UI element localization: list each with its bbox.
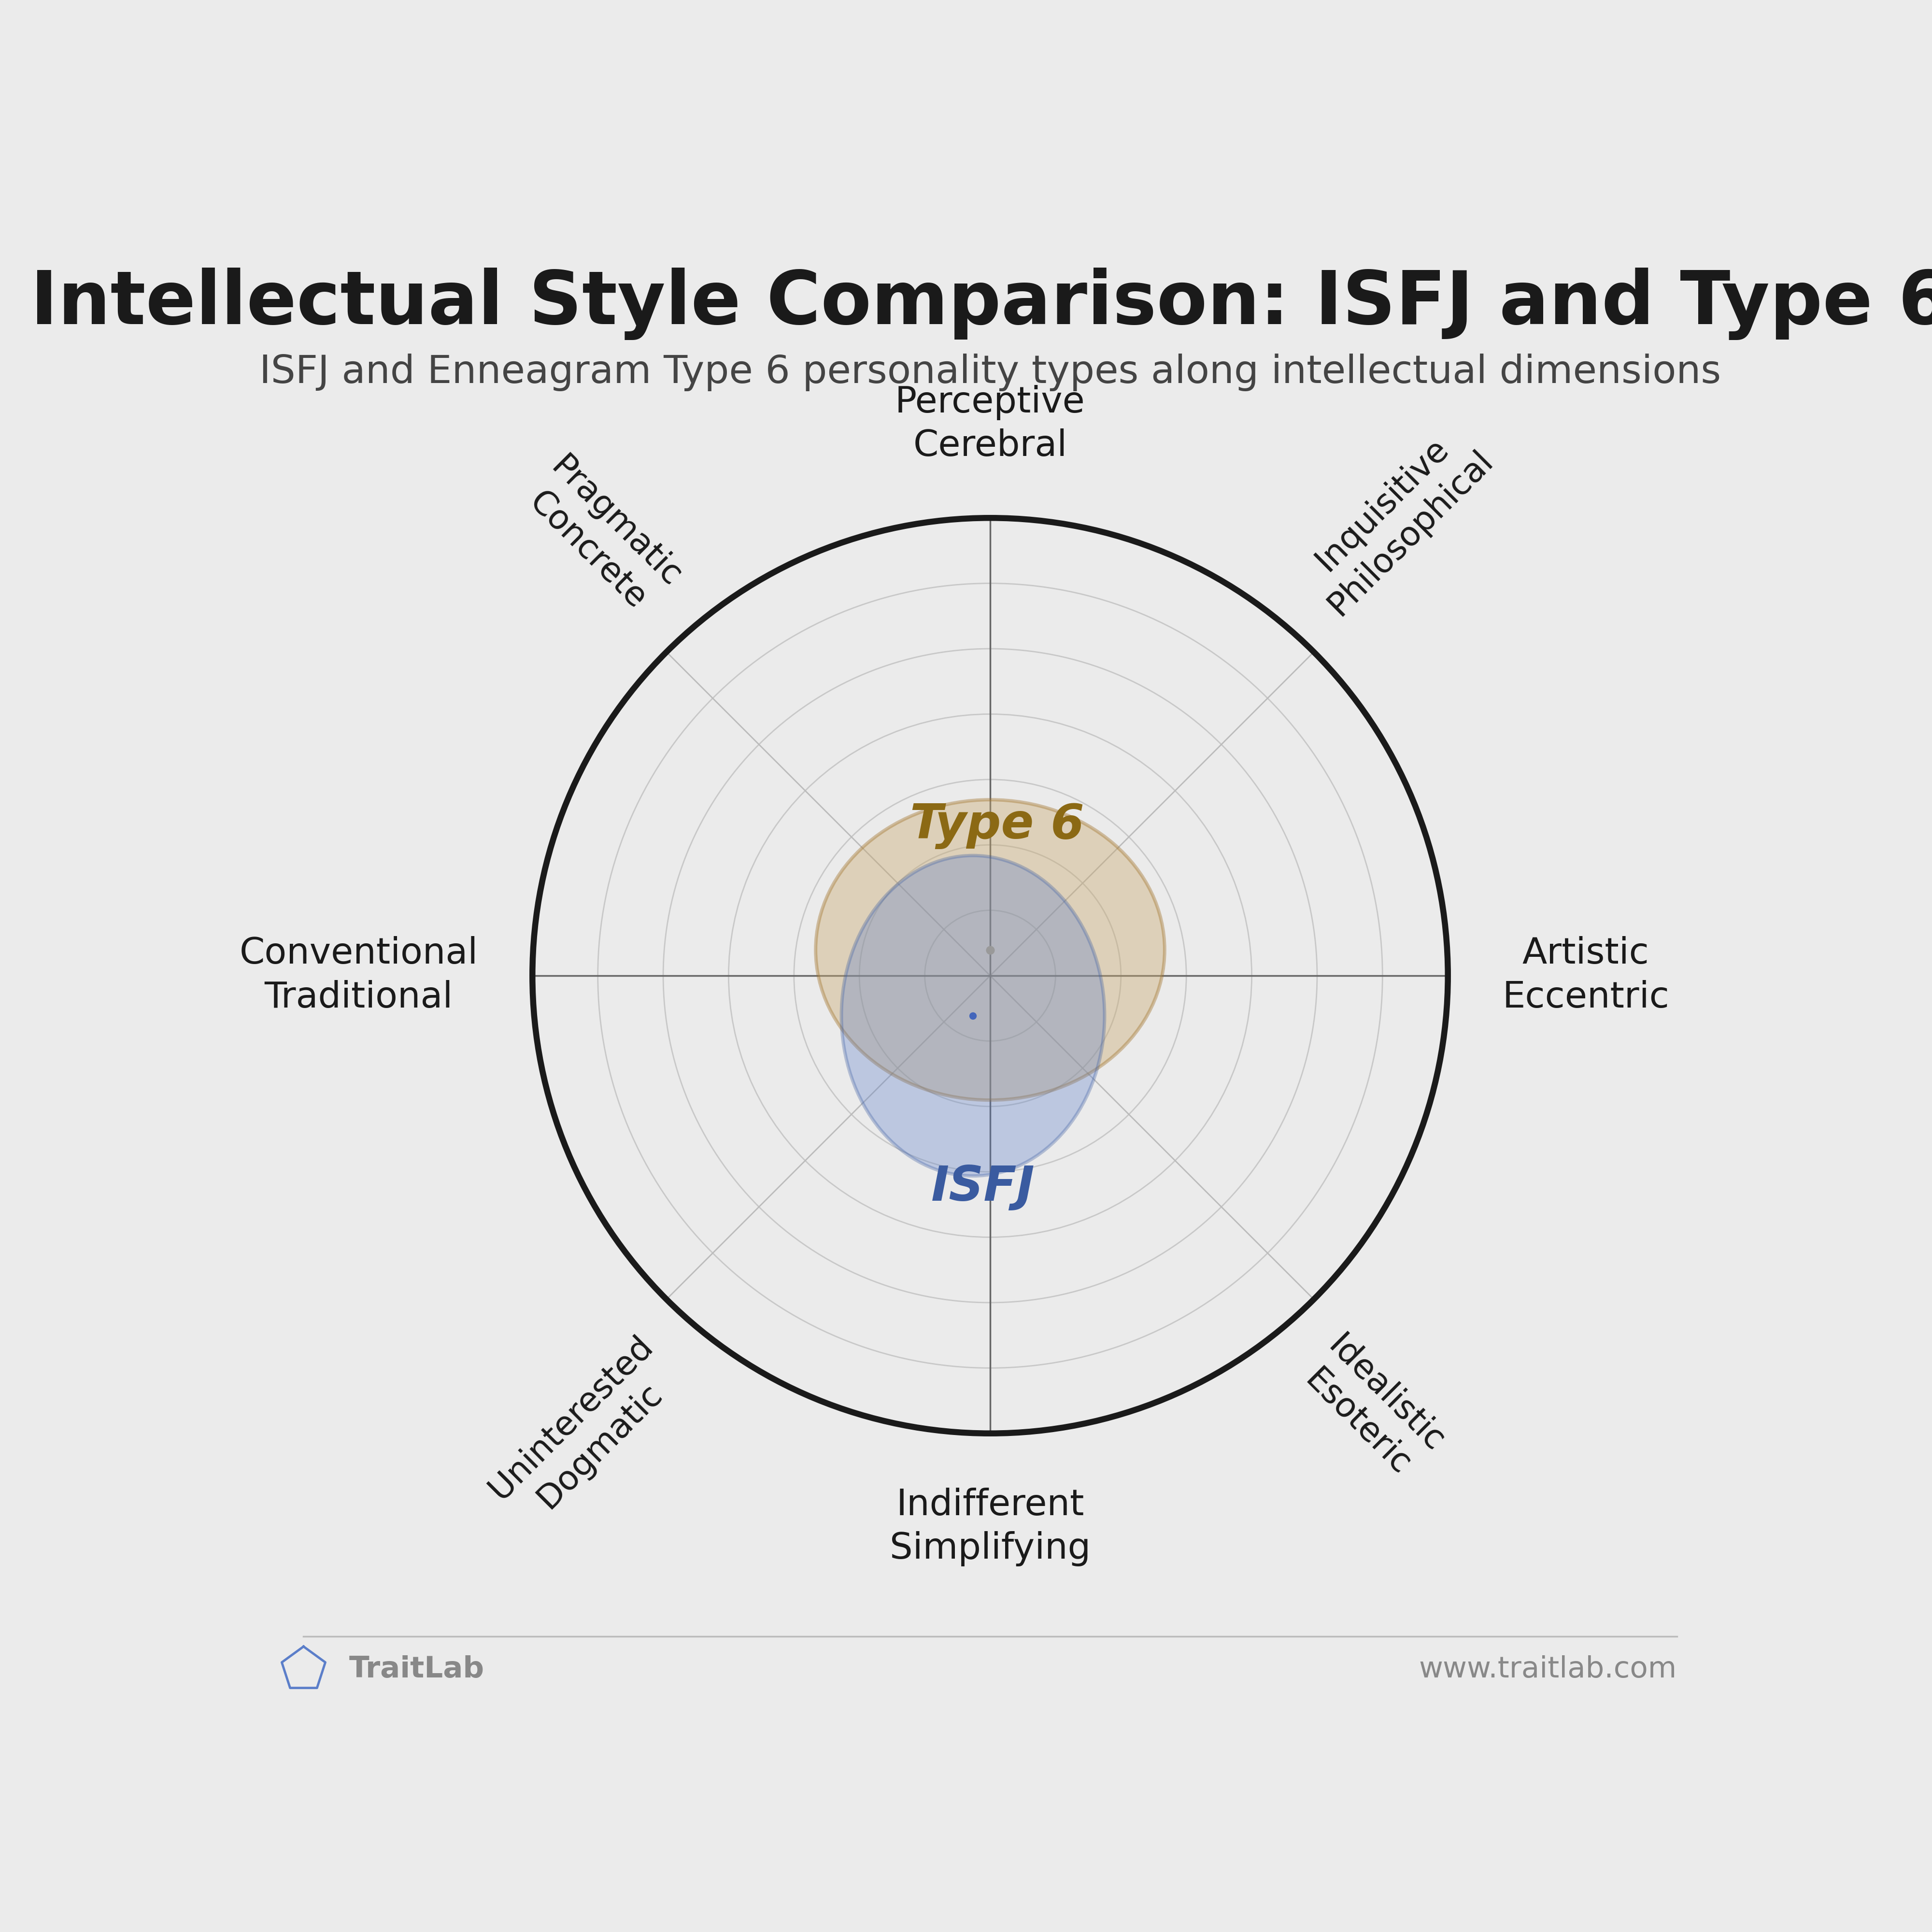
Ellipse shape: [815, 800, 1165, 1099]
Text: Conventional
Traditional: Conventional Traditional: [240, 937, 477, 1014]
Text: www.traitlab.com: www.traitlab.com: [1418, 1656, 1677, 1683]
Text: ISFJ: ISFJ: [931, 1163, 1036, 1211]
Text: ISFJ and Enneagram Type 6 personality types along intellectual dimensions: ISFJ and Enneagram Type 6 personality ty…: [259, 354, 1721, 390]
Text: Pragmatic
Concrete: Pragmatic Concrete: [516, 450, 688, 622]
Text: Uninterested
Dogmatic: Uninterested Dogmatic: [483, 1329, 688, 1534]
Text: Artistic
Eccentric: Artistic Eccentric: [1503, 937, 1669, 1014]
Text: TraitLab: TraitLab: [350, 1656, 485, 1683]
Text: Intellectual Style Comparison: ISFJ and Type 6: Intellectual Style Comparison: ISFJ and …: [31, 269, 1932, 340]
Text: Inquisitive
Philosophical: Inquisitive Philosophical: [1293, 415, 1499, 622]
Text: Indifferent
Simplifying: Indifferent Simplifying: [889, 1488, 1092, 1567]
Text: Perceptive
Cerebral: Perceptive Cerebral: [895, 384, 1086, 464]
Ellipse shape: [842, 856, 1105, 1177]
Text: Type 6: Type 6: [910, 802, 1084, 848]
Text: Idealistic
Esoteric: Idealistic Esoteric: [1293, 1329, 1449, 1486]
